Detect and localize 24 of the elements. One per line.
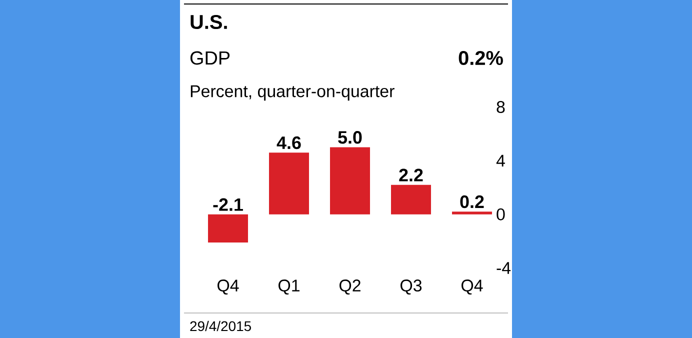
y-tick-label: 4 (496, 154, 505, 166)
x-tick-label: Q2 (340, 280, 360, 295)
bar (452, 212, 492, 214)
bar (208, 214, 248, 243)
text: 0.2% (458, 50, 503, 66)
y-tick-label: 0 (496, 208, 505, 220)
y-tick-label: 8 (496, 100, 505, 113)
chart-title: U.S. (190, 14, 227, 30)
text: 29/4/2015 (190, 320, 251, 332)
bar (391, 184, 432, 214)
data-label: 0.2 (460, 195, 484, 208)
y-tick-label: -4 (496, 262, 511, 274)
y-axis-title: Percent, quarter-on-quarter (190, 85, 394, 101)
data-label: 4.6 (276, 136, 301, 150)
x-tick-label: Q1 (278, 280, 300, 295)
data-label: -2.1 (213, 198, 243, 211)
x-tick-label: Q3 (400, 280, 422, 295)
bar (330, 147, 370, 214)
data-label: 5.0 (338, 131, 362, 144)
chart-subtitle: GDP (190, 51, 230, 65)
bar (269, 152, 310, 214)
x-tick-label: Q4 (462, 280, 483, 295)
data-label: 2.2 (399, 168, 423, 182)
x-tick-label: Q4 (218, 280, 239, 295)
